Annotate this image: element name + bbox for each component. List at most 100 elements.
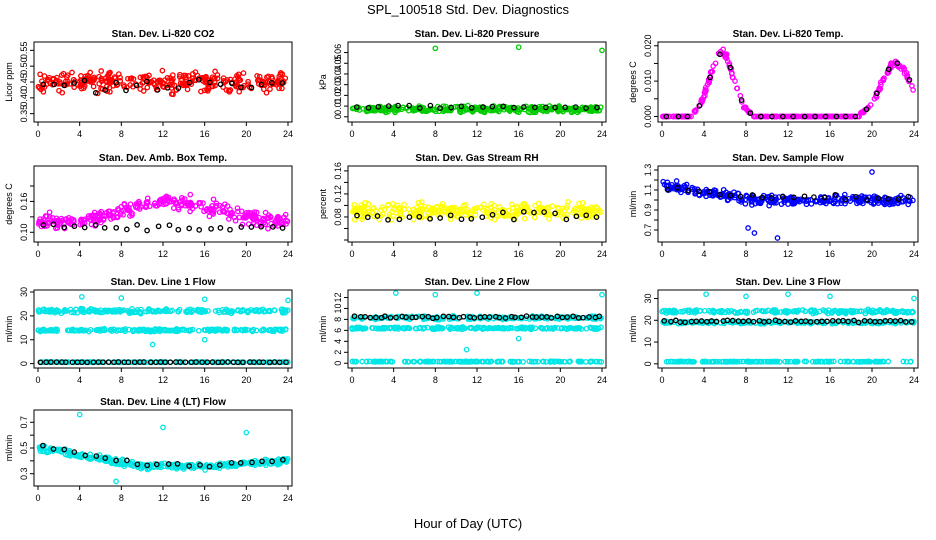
panel-3: Stan. Dev. Li-820 Temp. 0 4 8 12 16 20 24 0.000 0… xyxy=(628,29,919,139)
data-point xyxy=(175,226,182,233)
data-point xyxy=(223,87,230,93)
data-point xyxy=(245,308,252,315)
series-main xyxy=(35,191,291,232)
data-point xyxy=(756,358,762,365)
data-point xyxy=(486,314,493,320)
data-point xyxy=(864,197,870,203)
x-tick-label: 0 xyxy=(659,375,664,385)
data-point xyxy=(555,358,562,365)
data-point xyxy=(664,186,671,193)
outlier-point xyxy=(599,291,605,298)
data-point xyxy=(811,307,818,314)
y-tick-label: 2 xyxy=(333,350,343,355)
data-point xyxy=(122,328,128,335)
data-point xyxy=(144,227,150,234)
data-point xyxy=(280,308,286,315)
x-tick-label: 8 xyxy=(433,375,438,385)
data-point xyxy=(410,216,417,223)
data-point xyxy=(531,214,538,221)
data-point xyxy=(749,197,756,204)
data-point xyxy=(196,76,202,83)
data-point xyxy=(549,203,556,209)
data-point xyxy=(153,461,160,468)
data-point xyxy=(437,105,443,112)
data-point xyxy=(62,359,69,366)
data-point xyxy=(390,105,397,112)
data-point xyxy=(887,61,894,68)
x-tick-label: 8 xyxy=(433,249,438,259)
series-hourly xyxy=(661,317,915,326)
data-point xyxy=(61,446,68,453)
data-point xyxy=(405,324,411,331)
data-point xyxy=(794,358,801,365)
data-point xyxy=(131,359,138,366)
data-point xyxy=(507,324,513,331)
data-point xyxy=(413,314,419,321)
data-point xyxy=(780,113,786,120)
data-point xyxy=(123,87,129,94)
outlier-point xyxy=(599,47,605,54)
data-point xyxy=(570,209,576,216)
data-point xyxy=(468,215,475,222)
data-point xyxy=(196,227,203,233)
data-point xyxy=(487,325,494,332)
data-point xyxy=(434,314,440,321)
data-point xyxy=(552,104,558,111)
data-point xyxy=(283,359,289,366)
data-point xyxy=(216,209,223,216)
data-point xyxy=(740,318,747,325)
data-point xyxy=(177,80,184,87)
x-tick-label: 4 xyxy=(701,129,706,139)
outlier-point xyxy=(76,411,83,418)
y-tick-label: 0.04 xyxy=(333,65,343,83)
data-point xyxy=(766,318,772,325)
data-point xyxy=(863,106,870,113)
data-point xyxy=(140,74,146,80)
data-point xyxy=(489,211,496,218)
outlier-point xyxy=(160,424,166,431)
data-point xyxy=(699,97,705,103)
data-point xyxy=(743,358,750,365)
data-point xyxy=(425,107,432,114)
outlier-point xyxy=(474,290,480,296)
data-point xyxy=(103,308,110,315)
x-tick-label: 8 xyxy=(119,129,124,139)
data-point xyxy=(523,313,530,319)
data-point xyxy=(903,308,909,315)
y-tick-label: 0.10 xyxy=(19,224,29,242)
data-point xyxy=(764,318,770,325)
y-axis-label: Licor ppm xyxy=(4,62,14,102)
data-point xyxy=(61,224,68,231)
data-point xyxy=(183,308,189,315)
data-point xyxy=(558,325,565,332)
data-point xyxy=(202,308,209,315)
data-point xyxy=(755,200,762,206)
data-point xyxy=(55,359,62,365)
x-tick-label: 4 xyxy=(701,249,706,259)
data-point xyxy=(364,107,371,114)
data-point xyxy=(157,79,164,86)
data-point xyxy=(40,88,47,95)
data-point xyxy=(71,80,78,86)
data-point xyxy=(540,358,547,365)
data-point xyxy=(874,358,881,365)
data-point xyxy=(471,314,478,321)
data-point xyxy=(202,327,209,334)
data-point xyxy=(216,465,223,471)
data-point xyxy=(764,358,771,365)
data-point xyxy=(689,358,695,365)
data-points xyxy=(659,46,916,120)
data-point xyxy=(440,316,447,322)
data-point xyxy=(829,317,836,324)
data-point xyxy=(102,87,109,93)
x-tick-label: 24 xyxy=(283,375,293,385)
data-point xyxy=(125,359,132,366)
data-point xyxy=(692,107,699,114)
data-point xyxy=(814,318,820,325)
data-point xyxy=(707,74,713,81)
data-point xyxy=(447,212,454,219)
data-point xyxy=(727,192,734,199)
data-points xyxy=(660,169,916,241)
data-point xyxy=(419,313,426,320)
data-point xyxy=(127,82,134,88)
